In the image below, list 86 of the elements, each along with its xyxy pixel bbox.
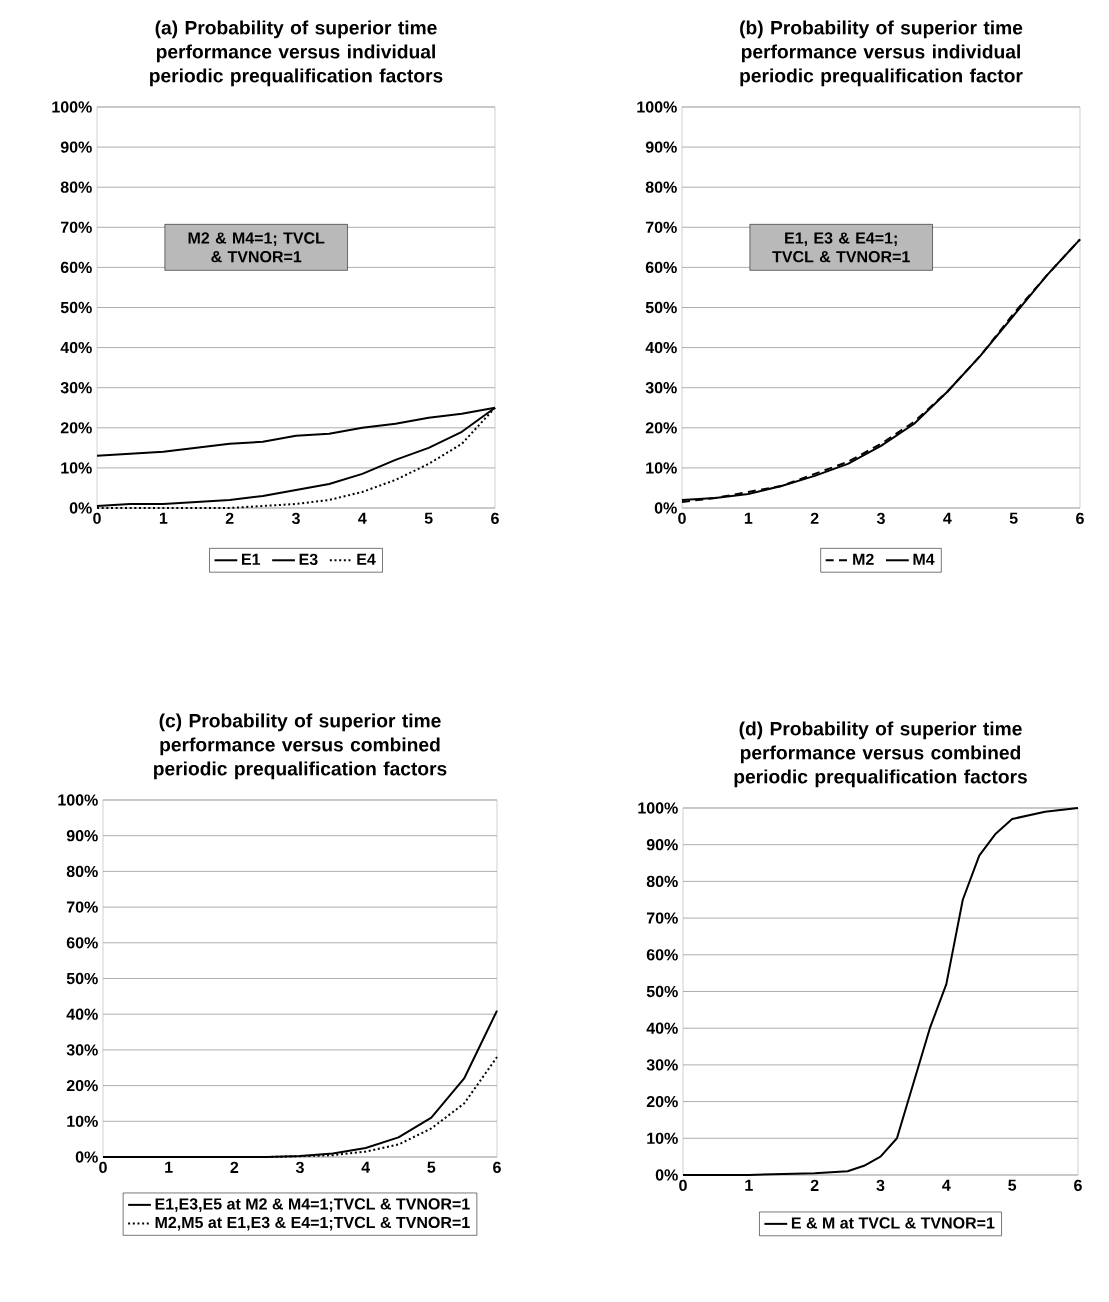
x-tick-label: 3 (876, 1179, 885, 1192)
y-tick-label: 90% (66, 830, 98, 842)
x-tick-label: 2 (810, 1179, 819, 1191)
y-tick-label: 80% (645, 181, 677, 193)
y-tick-label: 60% (646, 949, 678, 961)
legend-label: E3 (299, 553, 318, 566)
y-tick-label: 100% (58, 794, 98, 806)
x-tick-label: 3 (295, 1161, 304, 1174)
y-tick-label: 80% (60, 181, 92, 193)
x-tick-label: 4 (361, 1161, 371, 1173)
x-tick-label: 1 (159, 512, 168, 524)
y-tick-label: 100% (637, 101, 677, 113)
y-tick-label: 20% (60, 422, 92, 434)
x-tick-label: 1 (165, 1161, 173, 1173)
y-tick-label: 90% (60, 141, 92, 153)
x-tick-label: 6 (1076, 512, 1084, 525)
y-tick-label: 10% (67, 1115, 98, 1127)
x-tick-label: 2 (225, 512, 234, 524)
legend-label: E1,E3,E5 at M2 & M4=1;TVCL & TVNOR=1 (155, 1198, 470, 1212)
y-tick-label: 20% (646, 1095, 678, 1108)
y-tick-label: 10% (61, 462, 92, 474)
x-tick-label: 5 (427, 1161, 436, 1173)
y-tick-label: 60% (60, 261, 92, 274)
y-tick-label: 70% (645, 221, 677, 233)
y-tick-label: 100% (52, 101, 92, 113)
y-tick-label: 0% (69, 502, 92, 514)
y-tick-label: 90% (645, 141, 677, 153)
x-tick-label: 3 (876, 512, 885, 525)
x-tick-label: 0 (678, 512, 686, 525)
x-tick-label: 5 (1008, 1179, 1017, 1191)
y-tick-label: 50% (646, 985, 678, 998)
chart-title: (c) Probability of superior time performance versus combined periodic prequalification factors (154, 713, 447, 780)
y-tick-label: 30% (66, 1044, 98, 1056)
y-tick-label: 40% (60, 341, 92, 354)
y-tick-label: 40% (645, 341, 677, 354)
y-tick-label: 50% (66, 972, 98, 985)
y-tick-label: 10% (647, 1132, 678, 1144)
x-tick-label: 1 (745, 1179, 753, 1191)
y-tick-label: 90% (646, 839, 678, 851)
chart-title: (d) Probability of superior time performance versus combined periodic prequalification factors (734, 721, 1027, 788)
legend-label: M2,M5 at E1,E3 & E4=1;TVCL & TVNOR=1 (155, 1216, 470, 1231)
y-tick-label: 0% (75, 1151, 98, 1163)
x-tick-label: 4 (943, 512, 952, 524)
x-tick-label: 5 (1009, 512, 1018, 524)
legend-label: E4 (357, 553, 376, 565)
x-tick-label: 3 (291, 512, 300, 525)
chart-title: (b) Probability of superior time performance versus individual periodic prequalification factor (740, 20, 1023, 87)
y-tick-label: 70% (66, 901, 98, 913)
x-tick-label: 4 (942, 1179, 951, 1191)
legend-label: E1 (242, 553, 261, 565)
legend-label: E & M at TVCL & TVNOR=1 (791, 1217, 995, 1229)
y-tick-label: 20% (66, 1079, 98, 1092)
y-tick-label: 10% (646, 462, 677, 474)
x-tick-label: 6 (1074, 1179, 1082, 1192)
legend-label: M4 (913, 553, 935, 565)
x-tick-label: 0 (99, 1161, 107, 1174)
y-tick-label: 0% (654, 502, 677, 514)
y-tick-label: 0% (655, 1169, 678, 1181)
x-tick-label: 4 (358, 512, 367, 524)
annotation: E1, E3 & E4=1; TVCL & TVNOR=1 (772, 232, 910, 263)
legend-label: M2 (853, 553, 874, 565)
chart-title: (a) Probability of superior time performance versus individual periodic prequalification factors (150, 20, 443, 87)
x-tick-label: 6 (491, 512, 499, 525)
y-tick-label: 50% (60, 301, 92, 314)
annotation: M2 & M4=1; TVCL & TVNOR=1 (188, 232, 325, 263)
y-tick-label: 100% (638, 802, 678, 814)
x-tick-label: 0 (93, 512, 101, 525)
y-tick-label: 70% (646, 912, 678, 924)
y-tick-label: 20% (645, 422, 677, 434)
y-tick-label: 80% (66, 865, 98, 878)
x-tick-label: 5 (424, 512, 433, 524)
x-tick-label: 2 (810, 512, 819, 524)
y-tick-label: 30% (646, 1059, 678, 1071)
y-tick-label: 60% (66, 937, 98, 949)
y-tick-label: 70% (60, 221, 92, 233)
y-tick-label: 40% (66, 1008, 98, 1020)
y-tick-label: 80% (646, 875, 678, 888)
x-tick-label: 6 (493, 1161, 501, 1174)
x-tick-label: 1 (744, 512, 753, 524)
x-tick-label: 0 (679, 1179, 687, 1192)
y-tick-label: 60% (645, 261, 677, 274)
y-tick-label: 40% (646, 1022, 678, 1034)
y-tick-label: 50% (645, 301, 677, 314)
y-tick-label: 30% (645, 382, 677, 394)
x-tick-label: 2 (230, 1161, 239, 1173)
y-tick-label: 30% (60, 382, 92, 394)
